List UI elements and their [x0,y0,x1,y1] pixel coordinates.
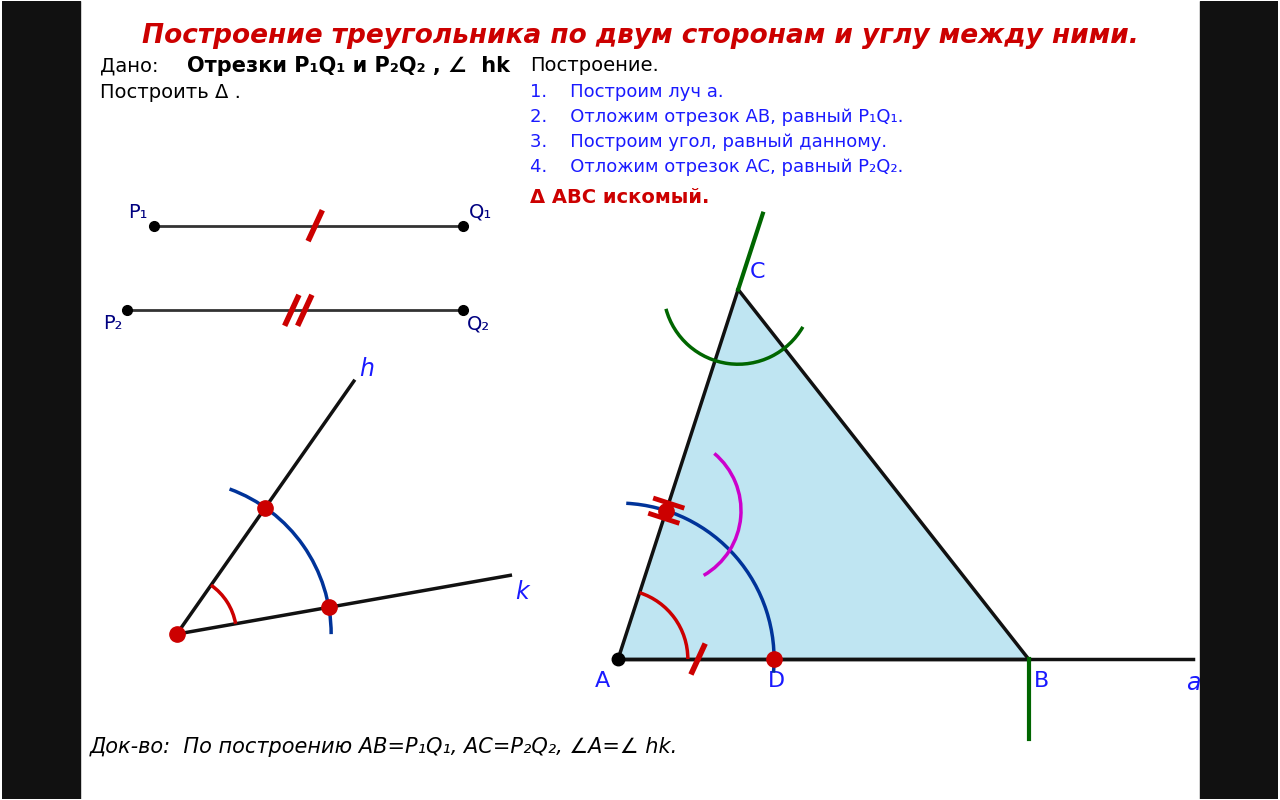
Text: a: a [1187,671,1201,695]
Text: Δ ABC искомый.: Δ ABC искомый. [530,188,710,206]
Text: 3.    Построим угол, равный данному.: 3. Построим угол, равный данному. [530,133,887,151]
Bar [1199,2,1277,798]
Text: P₂: P₂ [104,314,123,334]
Text: Док-во:  По построению AB=P₁Q₁, AC=P₂Q₂, ∠A=∠ hk.: Док-во: По построению AB=P₁Q₁, AC=P₂Q₂, … [90,737,678,757]
Text: Q₁: Q₁ [468,202,492,222]
Text: P₁: P₁ [128,202,147,222]
Text: Построение треугольника по двум сторонам и углу между ними.: Построение треугольника по двум сторонам… [142,23,1138,50]
Text: 4.    Отложим отрезок AC, равный P₂Q₂.: 4. Отложим отрезок AC, равный P₂Q₂. [530,158,904,176]
Text: Построить Δ .: Построить Δ . [100,83,241,102]
Text: D: D [768,671,785,691]
Text: Дано:: Дано: [100,56,159,75]
Text: Отрезки P₁Q₁ и P₂Q₂ , ∠  hk: Отрезки P₁Q₁ и P₂Q₂ , ∠ hk [187,56,509,76]
Text: A: A [595,671,611,691]
Text: C: C [750,262,765,282]
Text: 1.    Построим луч a.: 1. Построим луч a. [530,83,724,101]
Polygon shape [618,290,1029,659]
Text: B: B [1033,671,1048,691]
Text: h: h [358,357,374,381]
Text: 2.    Отложим отрезок AB, равный P₁Q₁.: 2. Отложим отрезок AB, равный P₁Q₁. [530,108,904,126]
Text: Q₂: Q₂ [467,314,490,334]
Text: k: k [516,580,529,604]
Text: Построение.: Построение. [530,56,659,75]
Bar [3,2,81,798]
